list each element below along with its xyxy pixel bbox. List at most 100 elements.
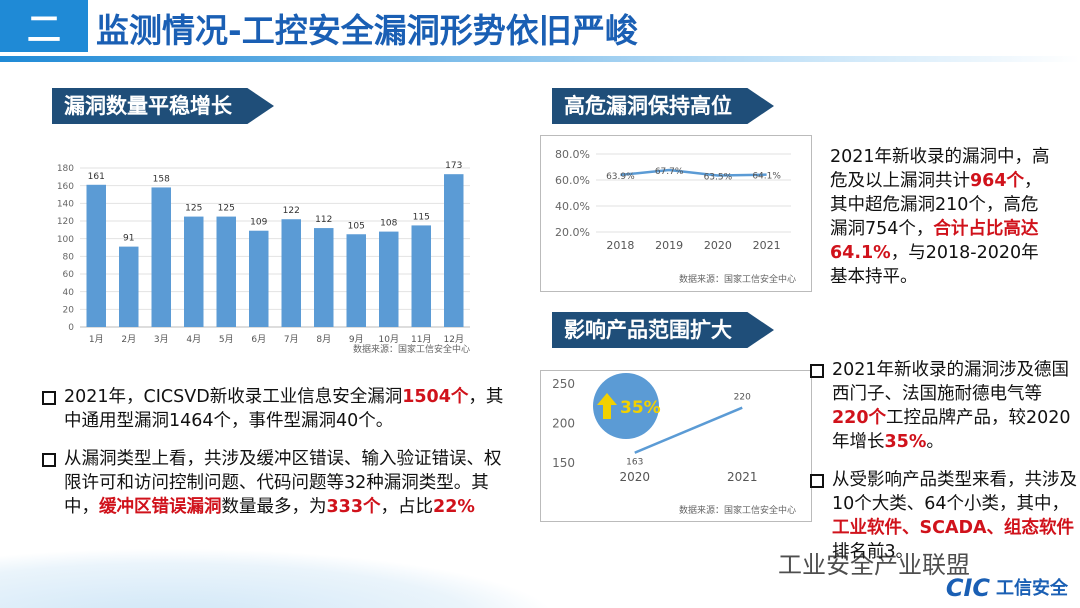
text: 2021年新收录的漏洞中，高危及以上漏洞共计 — [830, 147, 1050, 191]
bullet: 2021年，CICSVD新收录工业信息安全漏洞1504个，其中通用型漏洞1464… — [40, 385, 505, 433]
bullet: 2021年新收录的漏洞涉及德国西门子、法国施耐德电气等 220个工控品牌产品，较2… — [808, 358, 1078, 454]
emphasis-text: 缓冲区错误漏洞 — [99, 497, 222, 517]
line — [634, 406, 743, 454]
annotation: 35% — [620, 398, 661, 418]
x-tick-label: 5月 — [219, 334, 234, 345]
bar — [346, 234, 366, 327]
data-label: 109 — [250, 218, 267, 228]
x-tick-label: 11月 — [411, 334, 431, 345]
y-tick-label: 0 — [68, 323, 74, 333]
y-tick-label: 250 — [552, 377, 575, 391]
x-tick-label: 8月 — [316, 334, 331, 345]
x-tick-label: 2020 — [704, 239, 732, 252]
data-label: 91 — [123, 234, 134, 244]
emphasis-text: 1504个 — [402, 387, 469, 407]
x-tick-label: 10月 — [379, 334, 399, 345]
section-label: 影响产品范围扩大 — [552, 312, 774, 348]
bullet: 从受影响产品类型来看，共涉及10个大类、64个小类，其中， 工业软件、SCADA、… — [808, 468, 1078, 564]
y-tick-label: 80 — [63, 252, 75, 262]
bar — [86, 184, 106, 327]
text: ，其中通用型漏洞1464个，事件型漏洞40个。 — [64, 387, 504, 431]
emphasis-text: 220个 — [832, 408, 887, 428]
y-tick-label: 60.0% — [555, 174, 590, 187]
data-label: 108 — [380, 219, 397, 229]
text: ，其中超危漏洞210个，高危漏洞754个， — [830, 171, 1042, 239]
emphasis-text: 22% — [433, 497, 475, 517]
bar — [379, 231, 399, 327]
emphasis-text: 333个 — [326, 497, 381, 517]
bar — [216, 216, 236, 327]
bar — [411, 225, 431, 327]
bar — [314, 228, 334, 327]
x-tick-label: 2021 — [727, 470, 758, 484]
y-tick-label: 150 — [552, 456, 575, 470]
bullet-list: 2021年，CICSVD新收录工业信息安全漏洞1504个，其中通用型漏洞1464… — [40, 385, 505, 533]
text: 排名前3。 — [832, 542, 914, 562]
text: ，与2018-2020年基本持平。 — [830, 243, 1039, 287]
y-tick-label: 40.0% — [555, 200, 590, 213]
up-arrow — [597, 393, 617, 419]
text: 2021年新收录的漏洞涉及德国西门子、法国施耐德电气等 — [832, 360, 1070, 404]
source-note: 数据来源：国家工信安全中心 — [679, 504, 796, 516]
annotation-circle — [593, 373, 659, 439]
bullet-list: 2021年新收录的漏洞涉及德国西门子、法国施耐德电气等 220个工控品牌产品，较2… — [808, 358, 1078, 578]
data-label: 63.9% — [606, 172, 635, 182]
section-label: 高危漏洞保持高位 — [552, 88, 774, 124]
text: 2021年，CICSVD新收录工业信息安全漏洞 — [64, 387, 403, 407]
x-tick-label: 2月 — [121, 334, 136, 345]
logo: CIC — [945, 574, 990, 602]
section-label: 漏洞数量平稳增长 — [52, 88, 274, 124]
emphasis-text: 合计占比高达64.1% — [830, 219, 1039, 263]
data-label: 122 — [283, 206, 300, 216]
y-tick-label: 180 — [57, 164, 74, 174]
bullet: 从漏洞类型上看，共涉及缓冲区错误、输入验证错误、权限许可和访问控制问题、代码问题… — [40, 447, 505, 519]
emphasis-text: 964个 — [970, 171, 1025, 191]
x-tick-label: 2018 — [606, 239, 634, 252]
y-tick-label: 20 — [63, 305, 75, 315]
data-label: 115 — [413, 212, 430, 222]
paragraph: 2021年新收录的漏洞中，高危及以上漏洞共计964个，其中超危漏洞210个，高危… — [830, 145, 1055, 289]
data-label: 63.5% — [704, 172, 733, 182]
y-tick-label: 40 — [63, 288, 75, 298]
line-chart: 20.0% 40.0% 60.0% 80.0% 2018 2019 2020 2021 63.9… — [540, 135, 812, 292]
bar — [249, 230, 269, 327]
line — [620, 168, 767, 177]
x-tick-label: 9月 — [349, 334, 364, 345]
text: 数量最多，为 — [221, 497, 327, 517]
y-tick-label: 200 — [552, 417, 575, 431]
y-tick-label: 60 — [63, 270, 75, 280]
x-tick-label: 2021 — [753, 239, 781, 252]
bar — [151, 187, 171, 327]
data-label: 220 — [734, 393, 751, 403]
data-label: 163 — [626, 458, 643, 468]
data-label: 161 — [88, 172, 105, 182]
bar — [119, 246, 139, 327]
y-tick-label: 160 — [57, 182, 74, 192]
text: 从漏洞类型上看，共涉及缓冲区错误、输入验证错误、权限许可和访问控制问题、代码问题… — [64, 449, 502, 517]
decor-wave — [0, 548, 560, 608]
data-label: 112 — [315, 215, 332, 225]
x-tick-label: 4月 — [186, 334, 201, 345]
data-label: 64.1% — [752, 172, 781, 182]
y-tick-label: 20.0% — [555, 226, 590, 239]
data-label: 158 — [153, 174, 170, 184]
data-label: 105 — [348, 221, 365, 231]
data-label: 125 — [185, 204, 202, 214]
x-tick-label: 7月 — [284, 334, 299, 345]
source-note: 数据来源：国家工信安全中心 — [679, 273, 796, 285]
x-tick-label: 3月 — [154, 334, 169, 345]
emphasis-text: 工业软件、SCADA、组态软件 — [832, 518, 1075, 538]
y-tick-label: 100 — [57, 235, 74, 245]
data-label: 125 — [218, 204, 235, 214]
bar — [281, 219, 301, 327]
text: 从受影响产品类型来看，共涉及10个大类、64个小类，其中， — [832, 470, 1077, 514]
text: 工控品牌产品，较2020年增长 — [832, 408, 1071, 452]
y-tick-label: 140 — [57, 199, 74, 209]
slide-title: 监测情况-工控安全漏洞形势依旧严峻 — [96, 11, 638, 50]
data-label: 67.7% — [655, 167, 684, 177]
text: 。 — [926, 432, 944, 452]
y-tick-label: 120 — [57, 217, 74, 227]
logo-text: 工信安全 — [996, 578, 1068, 599]
line-chart: 150 200 250 2020 2021 35% 163 220 数据来源：国家工信安全中心 — [540, 370, 812, 522]
